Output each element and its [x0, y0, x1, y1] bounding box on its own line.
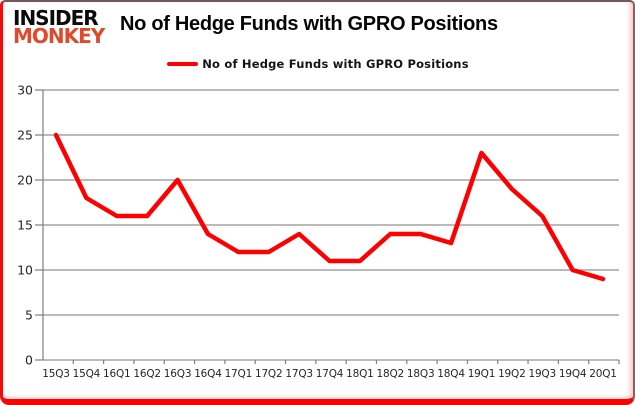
x-axis-label: 20Q1 — [589, 368, 617, 380]
x-axis-label: 16Q3 — [164, 368, 192, 380]
x-axis-label: 18Q3 — [407, 368, 435, 380]
x-axis-label: 18Q1 — [346, 368, 374, 380]
x-axis-label: 19Q4 — [559, 368, 587, 380]
y-axis-label: 10 — [17, 263, 33, 278]
chart-line — [53, 132, 606, 282]
x-axis-label: 15Q4 — [73, 368, 101, 380]
y-axis-label: 30 — [17, 83, 33, 98]
logo-word-insider: INSIDER — [13, 6, 99, 30]
legend-line-swatch — [167, 61, 199, 67]
x-axis-label: 19Q2 — [498, 368, 526, 380]
x-axis-label: 17Q1 — [225, 368, 253, 380]
logo-word-monkey: MONKEY — [13, 24, 105, 48]
x-axis-label: 19Q1 — [468, 368, 496, 380]
chart-title: No of Hedge Funds with GPRO Positions — [120, 13, 498, 35]
y-axis-label: 15 — [17, 218, 33, 233]
x-axis-label: 18Q4 — [437, 368, 465, 380]
x-axis-label: 17Q2 — [255, 368, 283, 380]
x-axis-label: 16Q4 — [194, 368, 222, 380]
y-axis-label: 20 — [17, 173, 33, 188]
y-axis-label: 25 — [17, 128, 33, 143]
x-axis-label: 18Q2 — [377, 368, 405, 380]
chart-svg: 0 5 10 15 20 25 30 15Q3 15Q4 16Q1 16Q2 16Q3 16Q4 17Q1… — [17, 83, 620, 380]
insider-monkey-logo: INSIDER MONKEY — [13, 6, 105, 48]
y-axis-label: 5 — [25, 308, 33, 323]
x-axis-label: 16Q2 — [133, 368, 161, 380]
x-axis-label: 17Q3 — [285, 368, 313, 380]
x-axis-label: 17Q4 — [316, 368, 344, 380]
x-axis-label: 16Q1 — [103, 368, 131, 380]
y-axis-label: 0 — [25, 353, 33, 368]
x-axis-label: 15Q3 — [42, 368, 70, 380]
chart-legend: No of Hedge Funds with GPRO Positions — [3, 57, 633, 71]
x-axis-label: 19Q3 — [528, 368, 556, 380]
legend-label: No of Hedge Funds with GPRO Positions — [202, 57, 469, 71]
